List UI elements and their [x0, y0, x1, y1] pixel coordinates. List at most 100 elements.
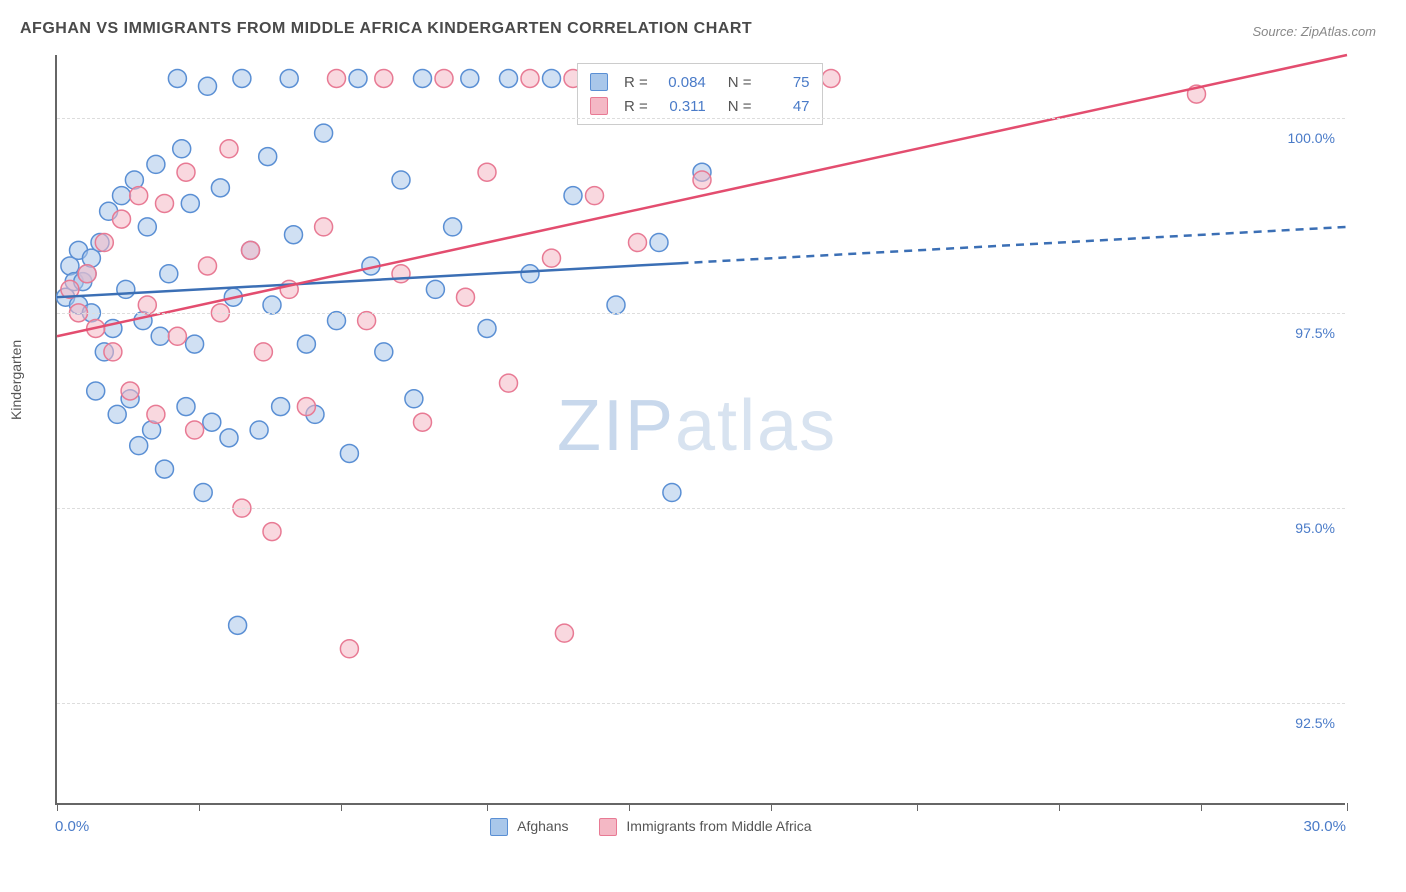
x-tick [1347, 803, 1348, 811]
scatter-point [405, 390, 423, 408]
x-tick [487, 803, 488, 811]
scatter-point [229, 616, 247, 634]
scatter-point [211, 179, 229, 197]
scatter-point [375, 343, 393, 361]
scatter-point [349, 69, 367, 87]
scatter-point [543, 69, 561, 87]
legend-label-afghans: Afghans [517, 818, 568, 834]
stats-n-afghans: 75 [762, 74, 810, 91]
x-tick [1201, 803, 1202, 811]
scatter-point [117, 280, 135, 298]
legend-item-afghans: Afghans [490, 818, 569, 836]
scatter-point [297, 335, 315, 353]
scatter-point [199, 257, 217, 275]
scatter-point [272, 398, 290, 416]
x-min-label: 0.0% [55, 818, 89, 835]
x-tick [1059, 803, 1060, 811]
scatter-point [87, 382, 105, 400]
scatter-point [203, 413, 221, 431]
scatter-point [95, 234, 113, 252]
scatter-point [478, 319, 496, 337]
scatter-point [607, 296, 625, 314]
scatter-point [113, 210, 131, 228]
stats-n-label-2: N = [728, 98, 752, 115]
scatter-point [263, 523, 281, 541]
stats-row-middle-africa: R = 0.311 N = 47 [590, 94, 810, 118]
scatter-point [340, 640, 358, 658]
y-tick-label: 97.5% [1295, 325, 1335, 341]
scatter-point [340, 444, 358, 462]
scatter-point [392, 171, 410, 189]
stats-box: R = 0.084 N = 75 R = 0.311 N = 47 [577, 63, 823, 125]
scatter-point [586, 187, 604, 205]
gridline-h [57, 313, 1345, 314]
scatter-point [168, 69, 186, 87]
scatter-point [194, 484, 212, 502]
legend-swatch-afghans [490, 818, 508, 836]
scatter-point [242, 241, 260, 259]
stats-r-afghans: 0.084 [658, 74, 706, 91]
scatter-point [181, 194, 199, 212]
scatter-point [297, 398, 315, 416]
stats-r-label: R = [624, 74, 648, 91]
scatter-point [259, 148, 277, 166]
scatter-point [177, 163, 195, 181]
scatter-point [220, 429, 238, 447]
scatter-point [138, 296, 156, 314]
scatter-point [663, 484, 681, 502]
stats-swatch-middle-africa [590, 97, 608, 115]
x-tick [199, 803, 200, 811]
scatter-point [104, 343, 122, 361]
scatter-point [280, 69, 298, 87]
regression-line-dashed [681, 227, 1348, 263]
scatter-point [78, 265, 96, 283]
scatter-point [693, 171, 711, 189]
legend-label-middle-africa: Immigrants from Middle Africa [626, 818, 811, 834]
stats-r-middle-africa: 0.311 [658, 98, 706, 115]
scatter-point [108, 405, 126, 423]
scatter-point [173, 140, 191, 158]
x-tick [629, 803, 630, 811]
x-tick [57, 803, 58, 811]
scatter-point [130, 437, 148, 455]
gridline-h [57, 703, 1345, 704]
x-tick [771, 803, 772, 811]
stats-n-label: N = [728, 74, 752, 91]
y-tick-label: 92.5% [1295, 715, 1335, 731]
chart-svg [57, 55, 1345, 803]
scatter-point [113, 187, 131, 205]
scatter-point [328, 312, 346, 330]
legend-swatch-middle-africa [599, 818, 617, 836]
scatter-point [822, 69, 840, 87]
stats-r-label-2: R = [624, 98, 648, 115]
chart-title: AFGHAN VS IMMIGRANTS FROM MIDDLE AFRICA … [20, 20, 752, 38]
scatter-point [426, 280, 444, 298]
y-tick-label: 95.0% [1295, 520, 1335, 536]
scatter-point [444, 218, 462, 236]
scatter-point [500, 374, 518, 392]
scatter-point [186, 335, 204, 353]
scatter-point [461, 69, 479, 87]
scatter-point [315, 124, 333, 142]
stats-row-afghans: R = 0.084 N = 75 [590, 70, 810, 94]
scatter-point [500, 69, 518, 87]
scatter-point [199, 77, 217, 95]
scatter-point [130, 187, 148, 205]
scatter-point [263, 296, 281, 314]
scatter-point [186, 421, 204, 439]
plot-area: ZIPatlas R = 0.084 N = 75 R = 0.311 N = … [55, 55, 1345, 805]
x-tick [917, 803, 918, 811]
scatter-point [147, 155, 165, 173]
gridline-h [57, 118, 1345, 119]
scatter-point [121, 382, 139, 400]
scatter-point [168, 327, 186, 345]
scatter-point [650, 234, 668, 252]
scatter-point [392, 265, 410, 283]
scatter-point [233, 69, 251, 87]
scatter-point [358, 312, 376, 330]
scatter-point [254, 343, 272, 361]
scatter-point [156, 460, 174, 478]
legend-bottom: Afghans Immigrants from Middle Africa [490, 818, 812, 836]
stats-n-middle-africa: 47 [762, 98, 810, 115]
scatter-point [156, 194, 174, 212]
